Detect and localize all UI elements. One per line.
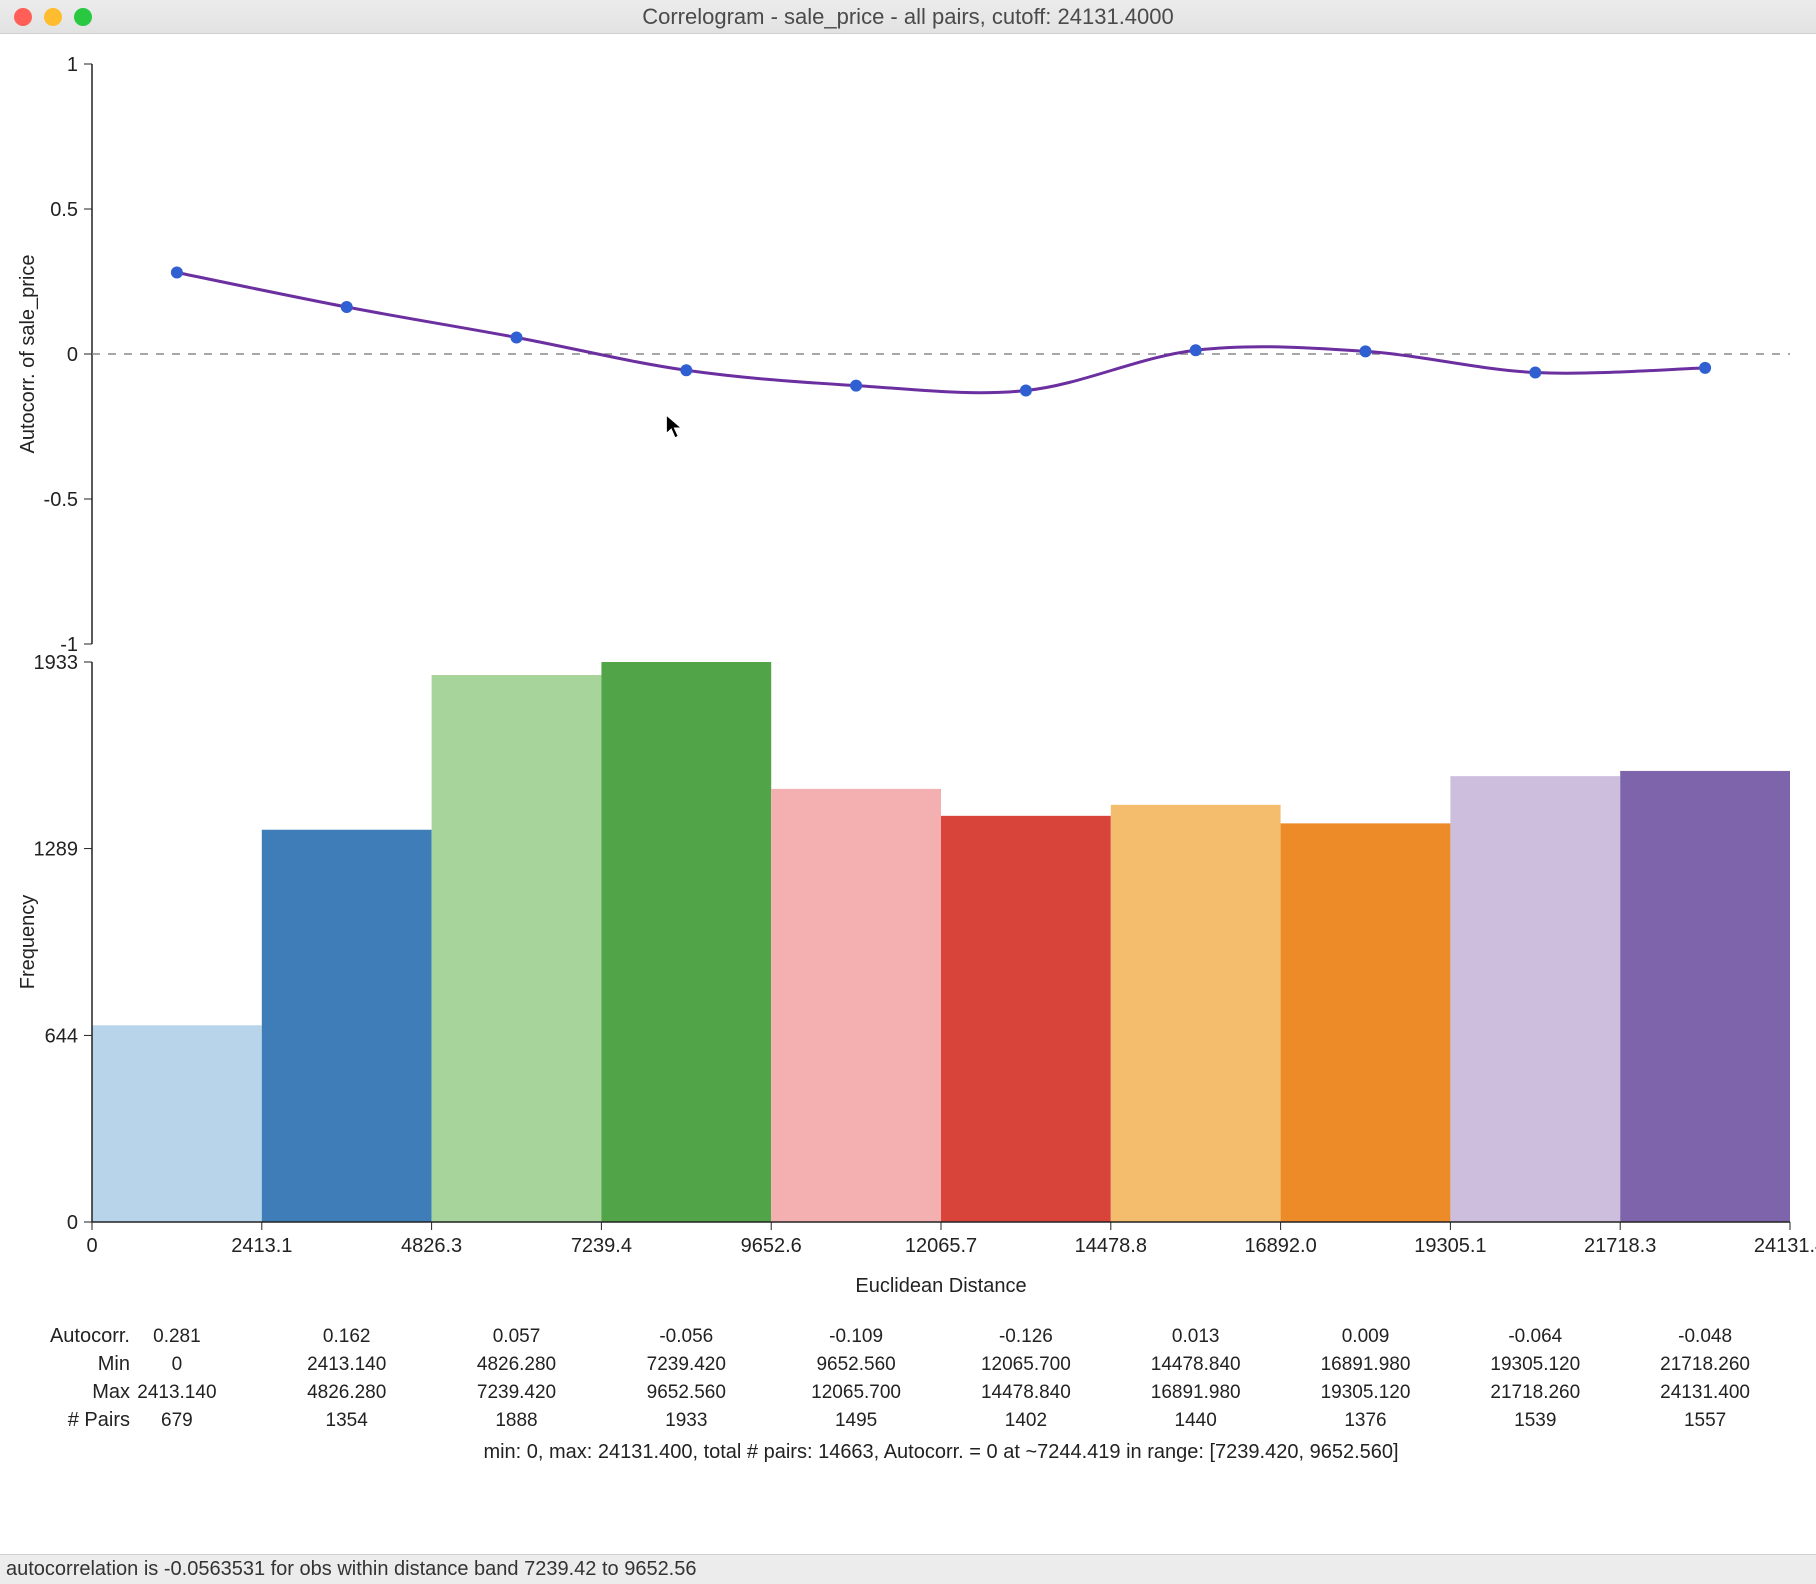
svg-text:24131.400: 24131.400 — [1660, 1382, 1750, 1403]
svg-text:7239.4: 7239.4 — [571, 1235, 632, 1257]
app-window: Correlogram - sale_price - all pairs, cu… — [0, 0, 1816, 1584]
svg-text:1376: 1376 — [1344, 1410, 1386, 1431]
svg-text:9652.6: 9652.6 — [741, 1235, 802, 1257]
svg-text:12065.7: 12065.7 — [905, 1235, 977, 1257]
svg-text:4826.3: 4826.3 — [401, 1235, 462, 1257]
svg-text:19305.120: 19305.120 — [1321, 1382, 1411, 1403]
svg-text:Autocorr. of sale_price: Autocorr. of sale_price — [17, 255, 39, 454]
svg-text:Min: Min — [98, 1353, 130, 1375]
window-controls — [14, 8, 92, 26]
plot-area: -1-0.500.51Autocorr. of sale_price064412… — [0, 34, 1816, 1554]
svg-text:1440: 1440 — [1175, 1410, 1217, 1431]
svg-text:644: 644 — [45, 1025, 78, 1047]
svg-text:1557: 1557 — [1684, 1410, 1726, 1431]
svg-text:# Pairs: # Pairs — [68, 1409, 130, 1431]
svg-text:1402: 1402 — [1005, 1410, 1047, 1431]
svg-text:1888: 1888 — [495, 1410, 537, 1431]
svg-text:7239.420: 7239.420 — [647, 1354, 726, 1375]
svg-text:1354: 1354 — [326, 1410, 369, 1431]
window-title: Correlogram - sale_price - all pairs, cu… — [0, 4, 1816, 30]
correlogram-chart: -1-0.500.51Autocorr. of sale_price064412… — [0, 34, 1816, 1554]
svg-text:Frequency: Frequency — [17, 895, 39, 990]
svg-text:4826.280: 4826.280 — [477, 1354, 556, 1375]
svg-text:Euclidean Distance: Euclidean Distance — [855, 1275, 1026, 1297]
svg-text:19305.1: 19305.1 — [1414, 1235, 1486, 1257]
svg-text:2413.1: 2413.1 — [231, 1235, 292, 1257]
svg-text:1289: 1289 — [34, 839, 79, 861]
svg-text:679: 679 — [161, 1410, 193, 1431]
svg-text:-0.048: -0.048 — [1678, 1326, 1732, 1347]
svg-text:-0.126: -0.126 — [999, 1326, 1053, 1347]
svg-text:0.009: 0.009 — [1342, 1326, 1390, 1347]
svg-text:19305.120: 19305.120 — [1490, 1354, 1580, 1375]
svg-text:0.5: 0.5 — [50, 199, 78, 221]
svg-text:-0.064: -0.064 — [1508, 1326, 1562, 1347]
svg-text:24131.4: 24131.4 — [1754, 1235, 1816, 1257]
zoom-icon[interactable] — [74, 8, 92, 26]
svg-text:-0.056: -0.056 — [659, 1326, 713, 1347]
svg-text:12065.700: 12065.700 — [981, 1354, 1071, 1375]
svg-text:12065.700: 12065.700 — [811, 1382, 901, 1403]
svg-text:0: 0 — [86, 1235, 97, 1257]
svg-text:9652.560: 9652.560 — [816, 1354, 895, 1375]
svg-text:0.162: 0.162 — [323, 1326, 371, 1347]
status-bar: autocorrelation is -0.0563531 for obs wi… — [0, 1554, 1816, 1584]
svg-text:14478.840: 14478.840 — [1151, 1354, 1241, 1375]
svg-text:21718.3: 21718.3 — [1584, 1235, 1656, 1257]
close-icon[interactable] — [14, 8, 32, 26]
minimize-icon[interactable] — [44, 8, 62, 26]
svg-text:16891.980: 16891.980 — [1321, 1354, 1411, 1375]
svg-text:0: 0 — [67, 344, 78, 366]
svg-text:0.057: 0.057 — [493, 1326, 541, 1347]
svg-text:min: 0, max: 24131.400, total: min: 0, max: 24131.400, total # pairs: 1… — [483, 1441, 1398, 1463]
svg-text:1495: 1495 — [835, 1410, 877, 1431]
svg-text:0: 0 — [172, 1354, 183, 1375]
svg-text:4826.280: 4826.280 — [307, 1382, 386, 1403]
svg-text:1539: 1539 — [1514, 1410, 1556, 1431]
svg-text:Max: Max — [92, 1381, 130, 1403]
svg-text:16891.980: 16891.980 — [1151, 1382, 1241, 1403]
svg-text:-0.5: -0.5 — [44, 489, 78, 511]
svg-text:-0.109: -0.109 — [829, 1326, 883, 1347]
svg-text:0.281: 0.281 — [153, 1326, 201, 1347]
svg-text:21718.260: 21718.260 — [1660, 1354, 1750, 1375]
titlebar[interactable]: Correlogram - sale_price - all pairs, cu… — [0, 0, 1816, 34]
svg-text:0.013: 0.013 — [1172, 1326, 1220, 1347]
status-text: autocorrelation is -0.0563531 for obs wi… — [6, 1558, 697, 1581]
svg-text:1933: 1933 — [34, 652, 79, 674]
svg-text:2413.140: 2413.140 — [137, 1382, 216, 1403]
svg-text:9652.560: 9652.560 — [647, 1382, 726, 1403]
svg-text:1: 1 — [67, 54, 78, 76]
svg-text:1933: 1933 — [665, 1410, 707, 1431]
svg-text:Autocorr.: Autocorr. — [50, 1325, 130, 1347]
svg-text:14478.840: 14478.840 — [981, 1382, 1071, 1403]
svg-text:2413.140: 2413.140 — [307, 1354, 386, 1375]
svg-text:7239.420: 7239.420 — [477, 1382, 556, 1403]
svg-text:16892.0: 16892.0 — [1244, 1235, 1316, 1257]
svg-text:0: 0 — [67, 1212, 78, 1234]
svg-text:21718.260: 21718.260 — [1490, 1382, 1580, 1403]
svg-text:14478.8: 14478.8 — [1075, 1235, 1147, 1257]
